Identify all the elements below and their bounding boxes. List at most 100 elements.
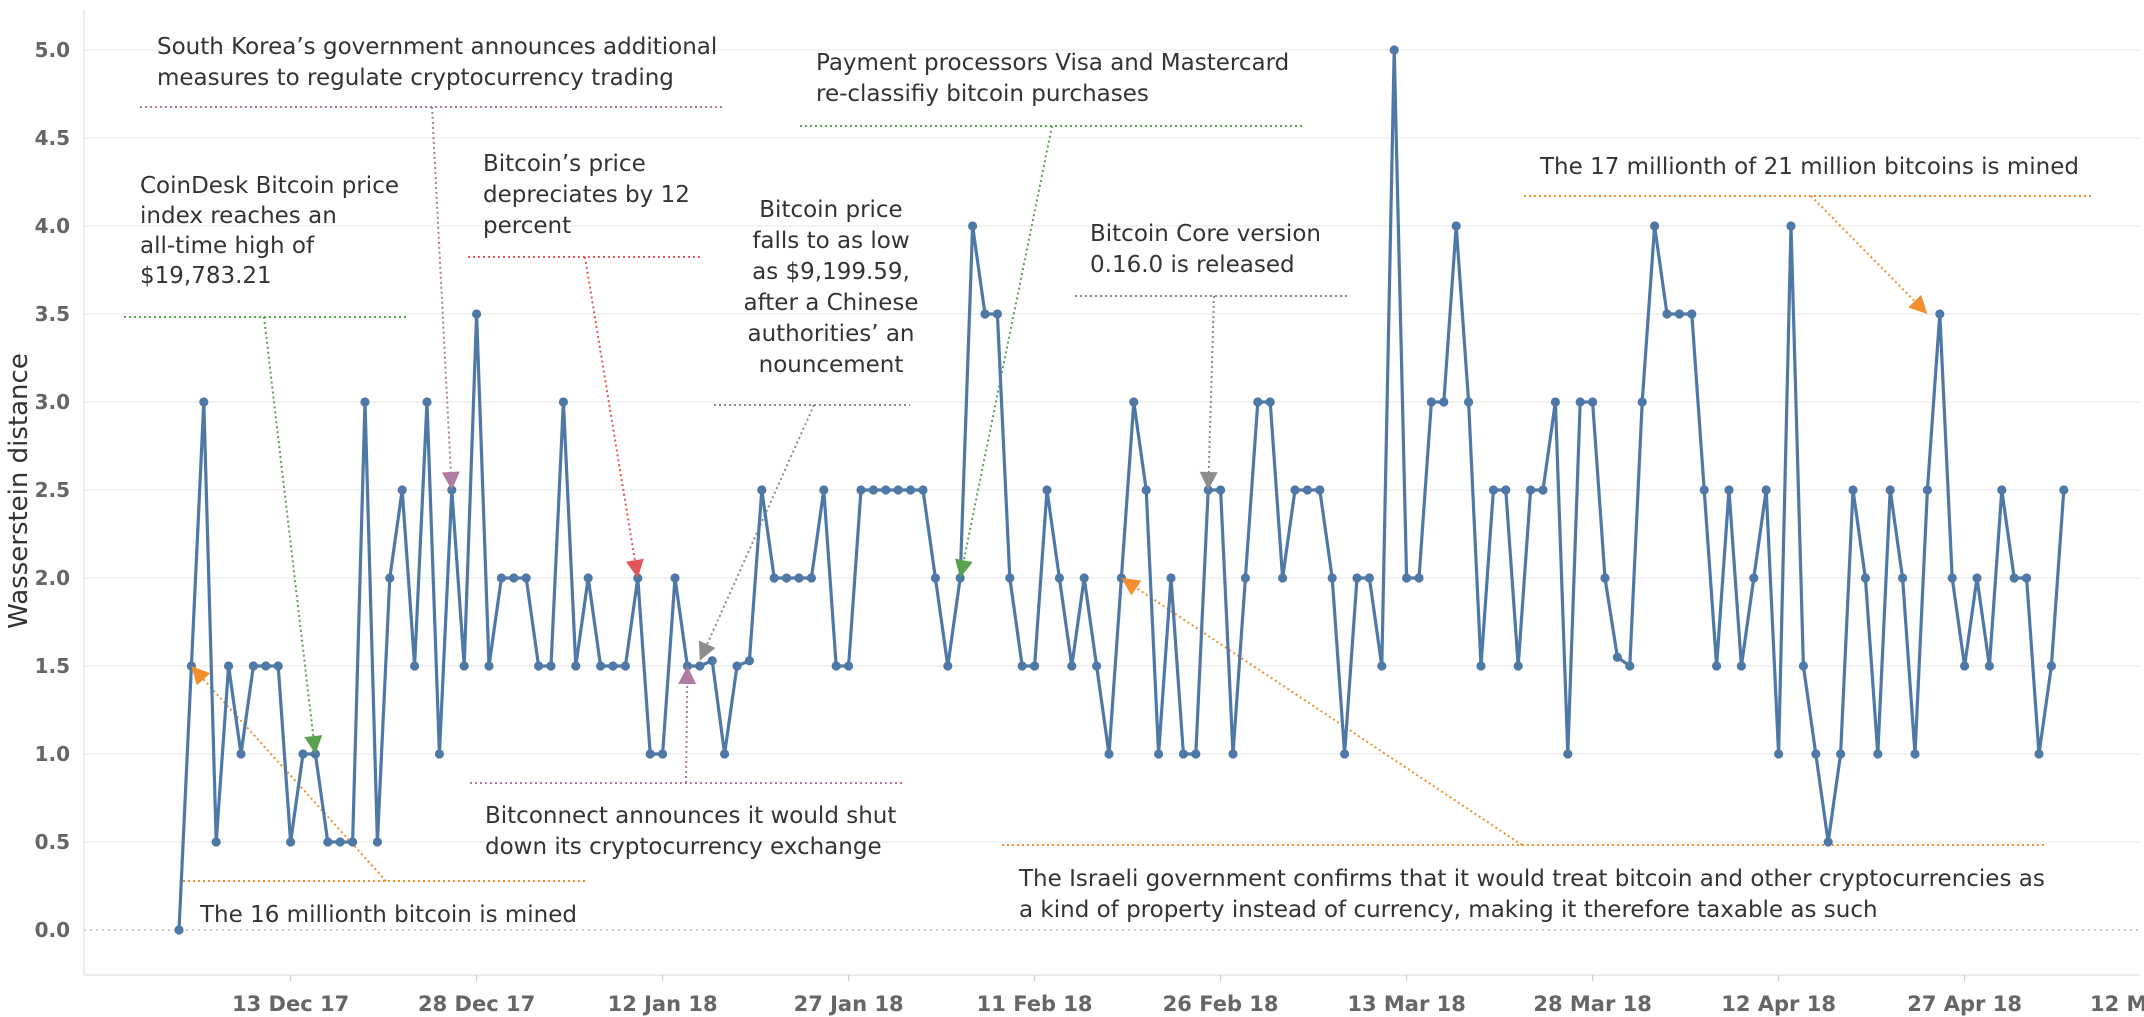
x-tick-label: 26 Feb 18 [1163,992,1279,1016]
data-point [633,573,643,583]
data-point [1302,485,1312,495]
data-point [1377,661,1387,671]
y-tick-label: 1.0 [35,742,70,766]
annotation-text-coindesk: $19,783.21 [140,263,272,289]
annotation-text-16m: The 16 millionth bitcoin is mined [199,902,577,928]
x-tick-label: 27 Apr 18 [1907,992,2022,1016]
data-point [1960,661,1970,671]
data-point [236,749,246,759]
data-point [1265,397,1275,407]
data-point [868,485,879,495]
data-point [1823,837,1833,847]
data-point [1600,573,1610,583]
data-point [2009,573,2019,583]
data-point [1240,573,1250,583]
x-tick-label: 12 Jan 18 [608,992,718,1016]
annotation-text-south-korea: South Korea’s government announces addit… [157,34,717,60]
data-point [1811,749,1821,759]
annotation-arrowhead-low-price [698,640,716,661]
annotation-text-bitconnect: Bitconnect announces it would shut [485,803,896,829]
annotation-text-core: 0.16.0 is released [1090,252,1295,278]
annotation-text-coindesk: index reaches an [140,203,337,229]
data-point [1067,661,1077,671]
data-point [1017,661,1027,671]
data-point [856,485,866,495]
data-point [1253,397,1263,407]
x-tick-label: 11 Feb 18 [977,992,1093,1016]
annotation-text-depreciates: percent [483,213,571,239]
data-point [1935,309,1945,319]
annotation-text-visa: Payment processors Visa and Mastercard [816,50,1289,76]
data-point [521,573,531,583]
y-tick-label: 1.5 [35,654,70,678]
data-point [1860,573,1870,583]
data-point [1898,573,1908,583]
data-point [1439,397,1449,407]
annotation-text-low-price: Bitcoin price [759,197,902,223]
annotation-arrowhead-16m [191,666,211,686]
data-point [1054,573,1064,583]
data-point [769,573,779,583]
data-point [1104,749,1114,759]
data-point [335,837,345,847]
data-point [1625,661,1635,671]
data-point [645,749,655,759]
data-point [1414,573,1424,583]
data-point [1513,661,1523,671]
annotation-connector-16m [197,672,387,882]
data-point [199,397,209,407]
data-point [174,925,184,935]
x-tick-label: 12 Apr 18 [1721,992,1836,1016]
data-point [1724,485,1734,495]
y-tick-label: 2.0 [35,566,70,590]
annotation-arrowhead-coindesk [304,735,323,754]
data-point [1476,661,1486,671]
data-point [831,661,841,671]
data-point [410,661,420,671]
x-tick-label: 28 Dec 17 [418,992,535,1016]
annotation-text-coindesk: all-time high of [140,233,315,259]
data-point [558,397,569,407]
data-point [1885,485,1895,495]
y-tick-label: 3.0 [35,390,70,414]
data-point [1774,749,1784,759]
data-point [1699,485,1709,495]
annotation-arrowhead-17m [1908,294,1928,314]
data-point [1972,573,1982,583]
annotation-text-israel: a kind of property instead of currency, … [1019,897,1878,923]
data-point [1947,573,1957,583]
data-point [422,397,432,407]
data-point [583,573,593,583]
data-point [1129,397,1139,407]
data-point [782,573,792,583]
data-point [1637,397,1647,407]
data-point [546,661,556,671]
annotation-texts: CoinDesk Bitcoin price index reaches an al… [140,34,2079,928]
data-point [1166,573,1176,583]
data-point [930,573,941,583]
data-point [596,661,606,671]
annotation-text-low-price: nouncement [759,352,904,378]
annotation-connector-bitconnect [685,675,689,784]
y-tick-label: 0.5 [35,830,70,854]
annotation-text-core: Bitcoin Core version [1090,221,1321,247]
data-point [1538,485,1548,495]
annotation-text-bitconnect: down its cryptocurrency exchange [485,834,882,860]
y-tick-label: 3.5 [35,302,70,326]
data-point [248,661,258,671]
data-point [1092,661,1102,671]
data-point [534,661,544,671]
data-point [1674,309,1684,319]
data-point [1340,749,1350,759]
data-point [608,661,618,671]
data-point [1327,573,1337,583]
data-point [1191,749,1201,759]
data-point [1352,573,1362,583]
annotation-connector-core [1207,295,1215,481]
data-point [273,661,283,671]
data-point [1736,661,1746,671]
annotation-text-low-price: after a Chinese [743,290,918,316]
x-tick-label: 12 May 18 [2090,992,2144,1016]
data-point [1290,485,1300,495]
y-tick-label: 0.0 [35,918,70,942]
